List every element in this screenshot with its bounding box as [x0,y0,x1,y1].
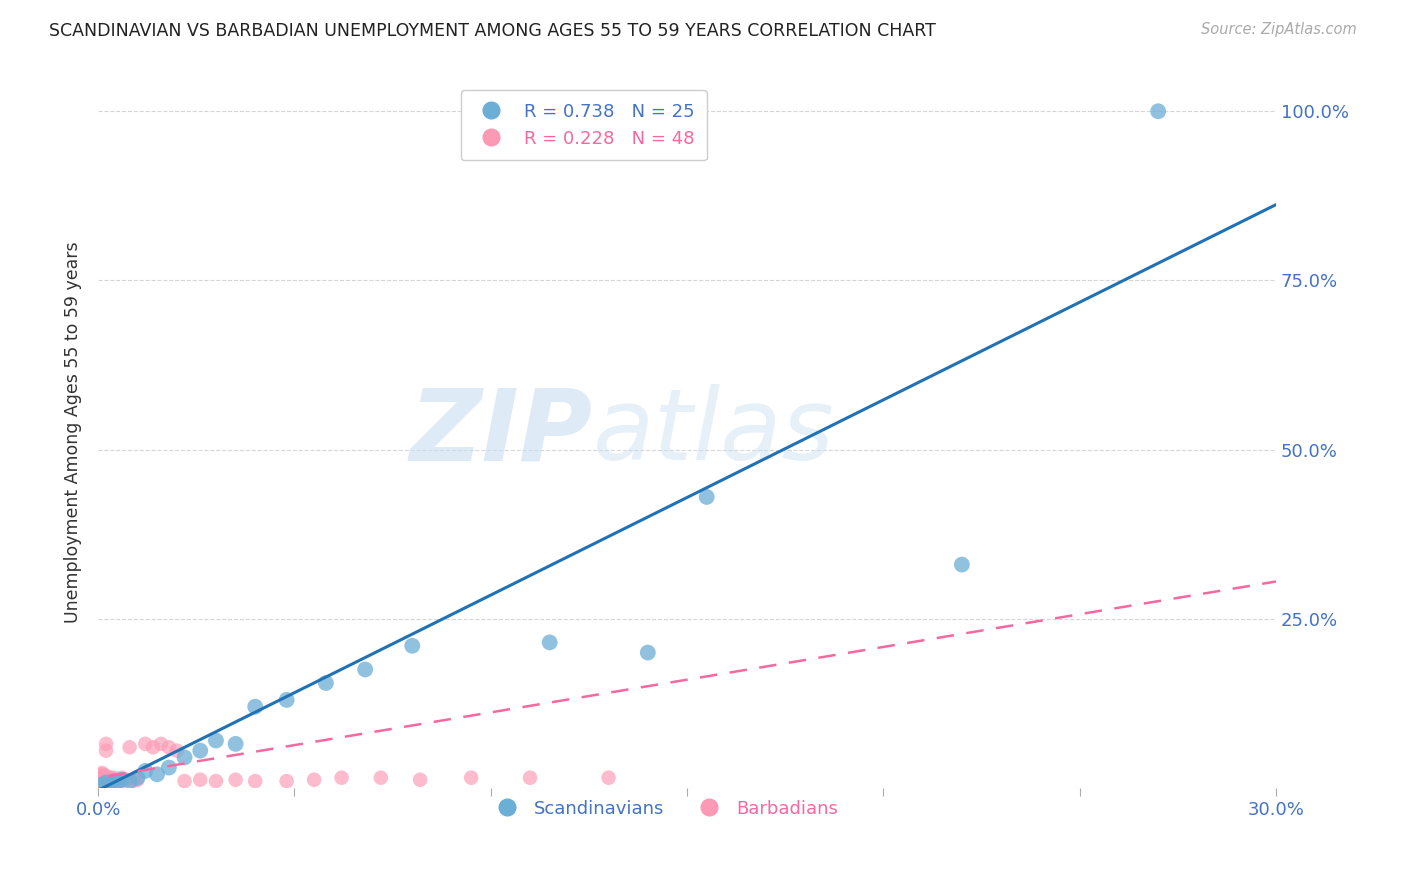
Point [1147,104,1170,119]
Point [538,635,561,649]
Point [107,774,129,789]
Point [950,558,973,572]
Point [146,767,169,781]
Point [134,737,156,751]
Point [91,771,114,785]
Point [94,774,117,789]
Point [103,774,125,789]
Point [245,774,267,789]
Point [205,774,228,789]
Point [598,771,620,785]
Point [91,772,114,787]
Point [173,774,195,789]
Point [118,774,141,789]
Point [696,490,718,504]
Point [91,777,114,791]
Point [166,744,188,758]
Point [94,771,117,785]
Text: Source: ZipAtlas.com: Source: ZipAtlas.com [1201,22,1357,37]
Point [98,772,121,787]
Point [401,639,423,653]
Point [91,771,114,785]
Point [91,767,114,781]
Point [98,774,121,789]
Point [157,760,180,774]
Point [118,740,141,755]
Point [91,769,114,783]
Legend: Scandinavians, Barbadians: Scandinavians, Barbadians [481,793,845,825]
Point [315,676,337,690]
Point [245,699,267,714]
Point [127,772,149,787]
Point [370,771,392,785]
Point [103,771,125,785]
Point [94,769,117,783]
Text: SCANDINAVIAN VS BARBADIAN UNEMPLOYMENT AMONG AGES 55 TO 59 YEARS CORRELATION CHA: SCANDINAVIAN VS BARBADIAN UNEMPLOYMENT A… [49,22,936,40]
Point [98,777,121,791]
Point [111,772,134,787]
Point [276,774,298,789]
Point [188,744,211,758]
Point [91,774,114,789]
Point [122,774,145,789]
Point [637,646,659,660]
Point [460,771,482,785]
Point [150,737,173,751]
Point [330,771,353,785]
Point [225,772,247,787]
Point [94,772,117,787]
Point [91,766,114,780]
Point [111,771,134,785]
Point [354,663,377,677]
Point [107,775,129,789]
Point [114,772,136,787]
Point [188,772,211,787]
Text: ZIP: ZIP [409,384,593,481]
Point [94,737,117,751]
Point [94,775,117,789]
Point [98,771,121,785]
Point [91,775,114,789]
Text: atlas: atlas [593,384,835,481]
Point [91,774,114,789]
Y-axis label: Unemployment Among Ages 55 to 59 years: Unemployment Among Ages 55 to 59 years [65,242,82,624]
Point [519,771,541,785]
Point [302,772,325,787]
Point [91,777,114,791]
Point [94,775,117,789]
Point [173,750,195,764]
Point [142,740,165,755]
Point [276,693,298,707]
Point [134,764,156,778]
Point [103,772,125,787]
Point [94,744,117,758]
Point [205,733,228,747]
Point [91,775,114,789]
Point [94,772,117,787]
Point [157,740,180,755]
Point [409,772,432,787]
Point [225,737,247,751]
Point [127,771,149,785]
